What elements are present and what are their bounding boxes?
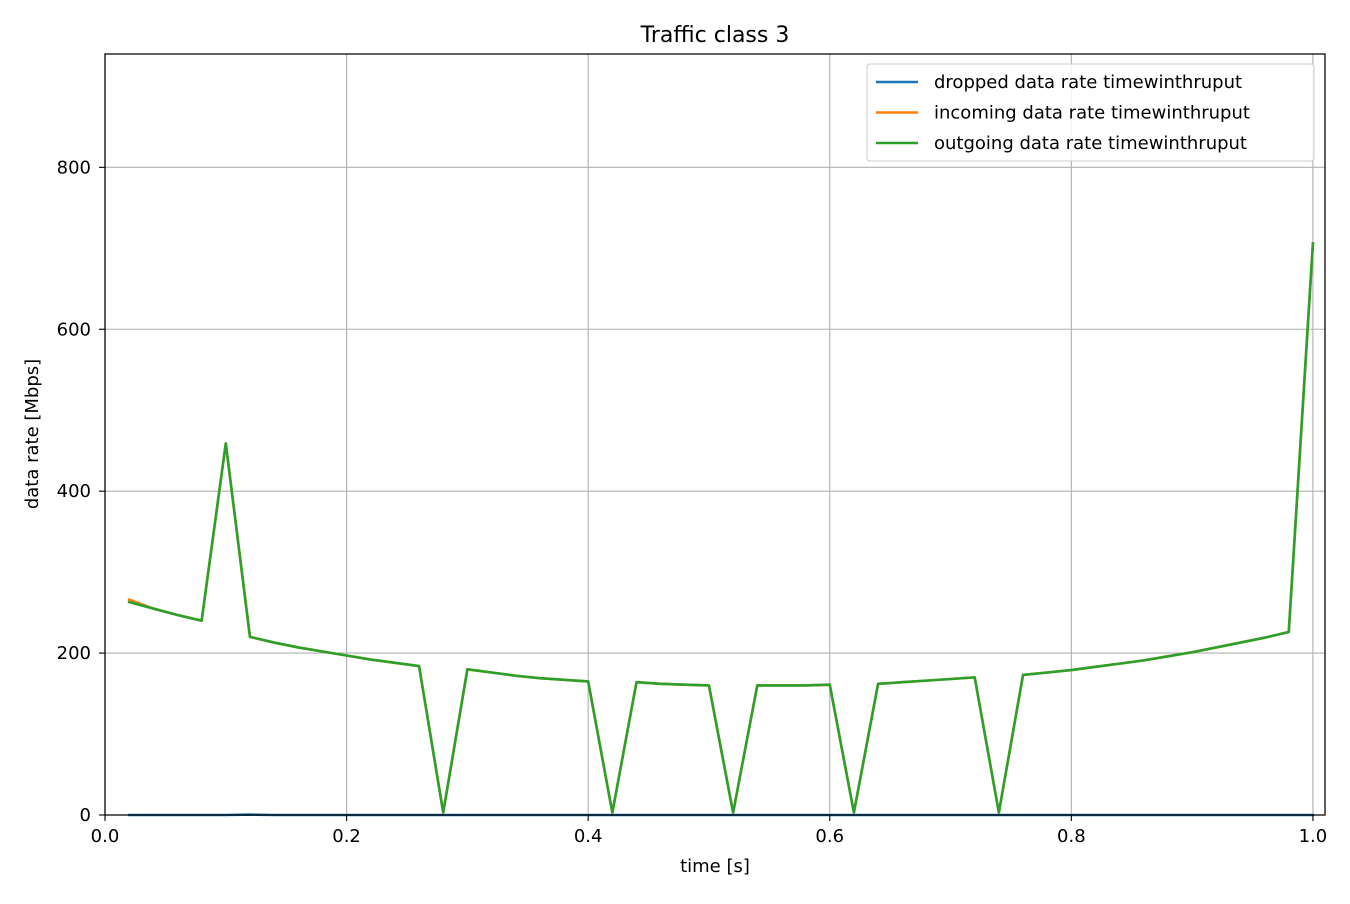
legend-label-2: incoming data rate timewinthruput: [934, 103, 1250, 124]
chart-title: Traffic class 3: [640, 23, 790, 48]
y-tick-label: 800: [57, 157, 91, 178]
y-axis-label: data rate [Mbps]: [22, 359, 43, 509]
x-tick-label: 0.6: [815, 826, 844, 847]
x-tick-label: 0.8: [1057, 826, 1086, 847]
x-tick-label: 1.0: [1299, 826, 1328, 847]
axis-ticks: 0.0 0.2 0.4 0.6 0.8 1.0 0 200 400 600 800: [57, 157, 1328, 847]
legend-label-3: outgoing data rate timewinthruput: [934, 133, 1247, 154]
y-tick-label: 400: [57, 481, 91, 502]
x-tick-label: 0.0: [91, 826, 120, 847]
legend: dropped data rate timewinthruput incoming…: [867, 64, 1314, 161]
y-tick-label: 200: [57, 643, 91, 664]
x-tick-label: 0.4: [574, 826, 603, 847]
y-tick-label: 0: [80, 805, 91, 826]
plot-frame: [105, 54, 1325, 815]
x-tick-label: 0.2: [332, 826, 361, 847]
x-axis-label: time [s]: [680, 856, 750, 877]
legend-label-1: dropped data rate timewinthruput: [934, 72, 1242, 93]
y-tick-label: 600: [57, 319, 91, 340]
grid: [105, 54, 1325, 815]
